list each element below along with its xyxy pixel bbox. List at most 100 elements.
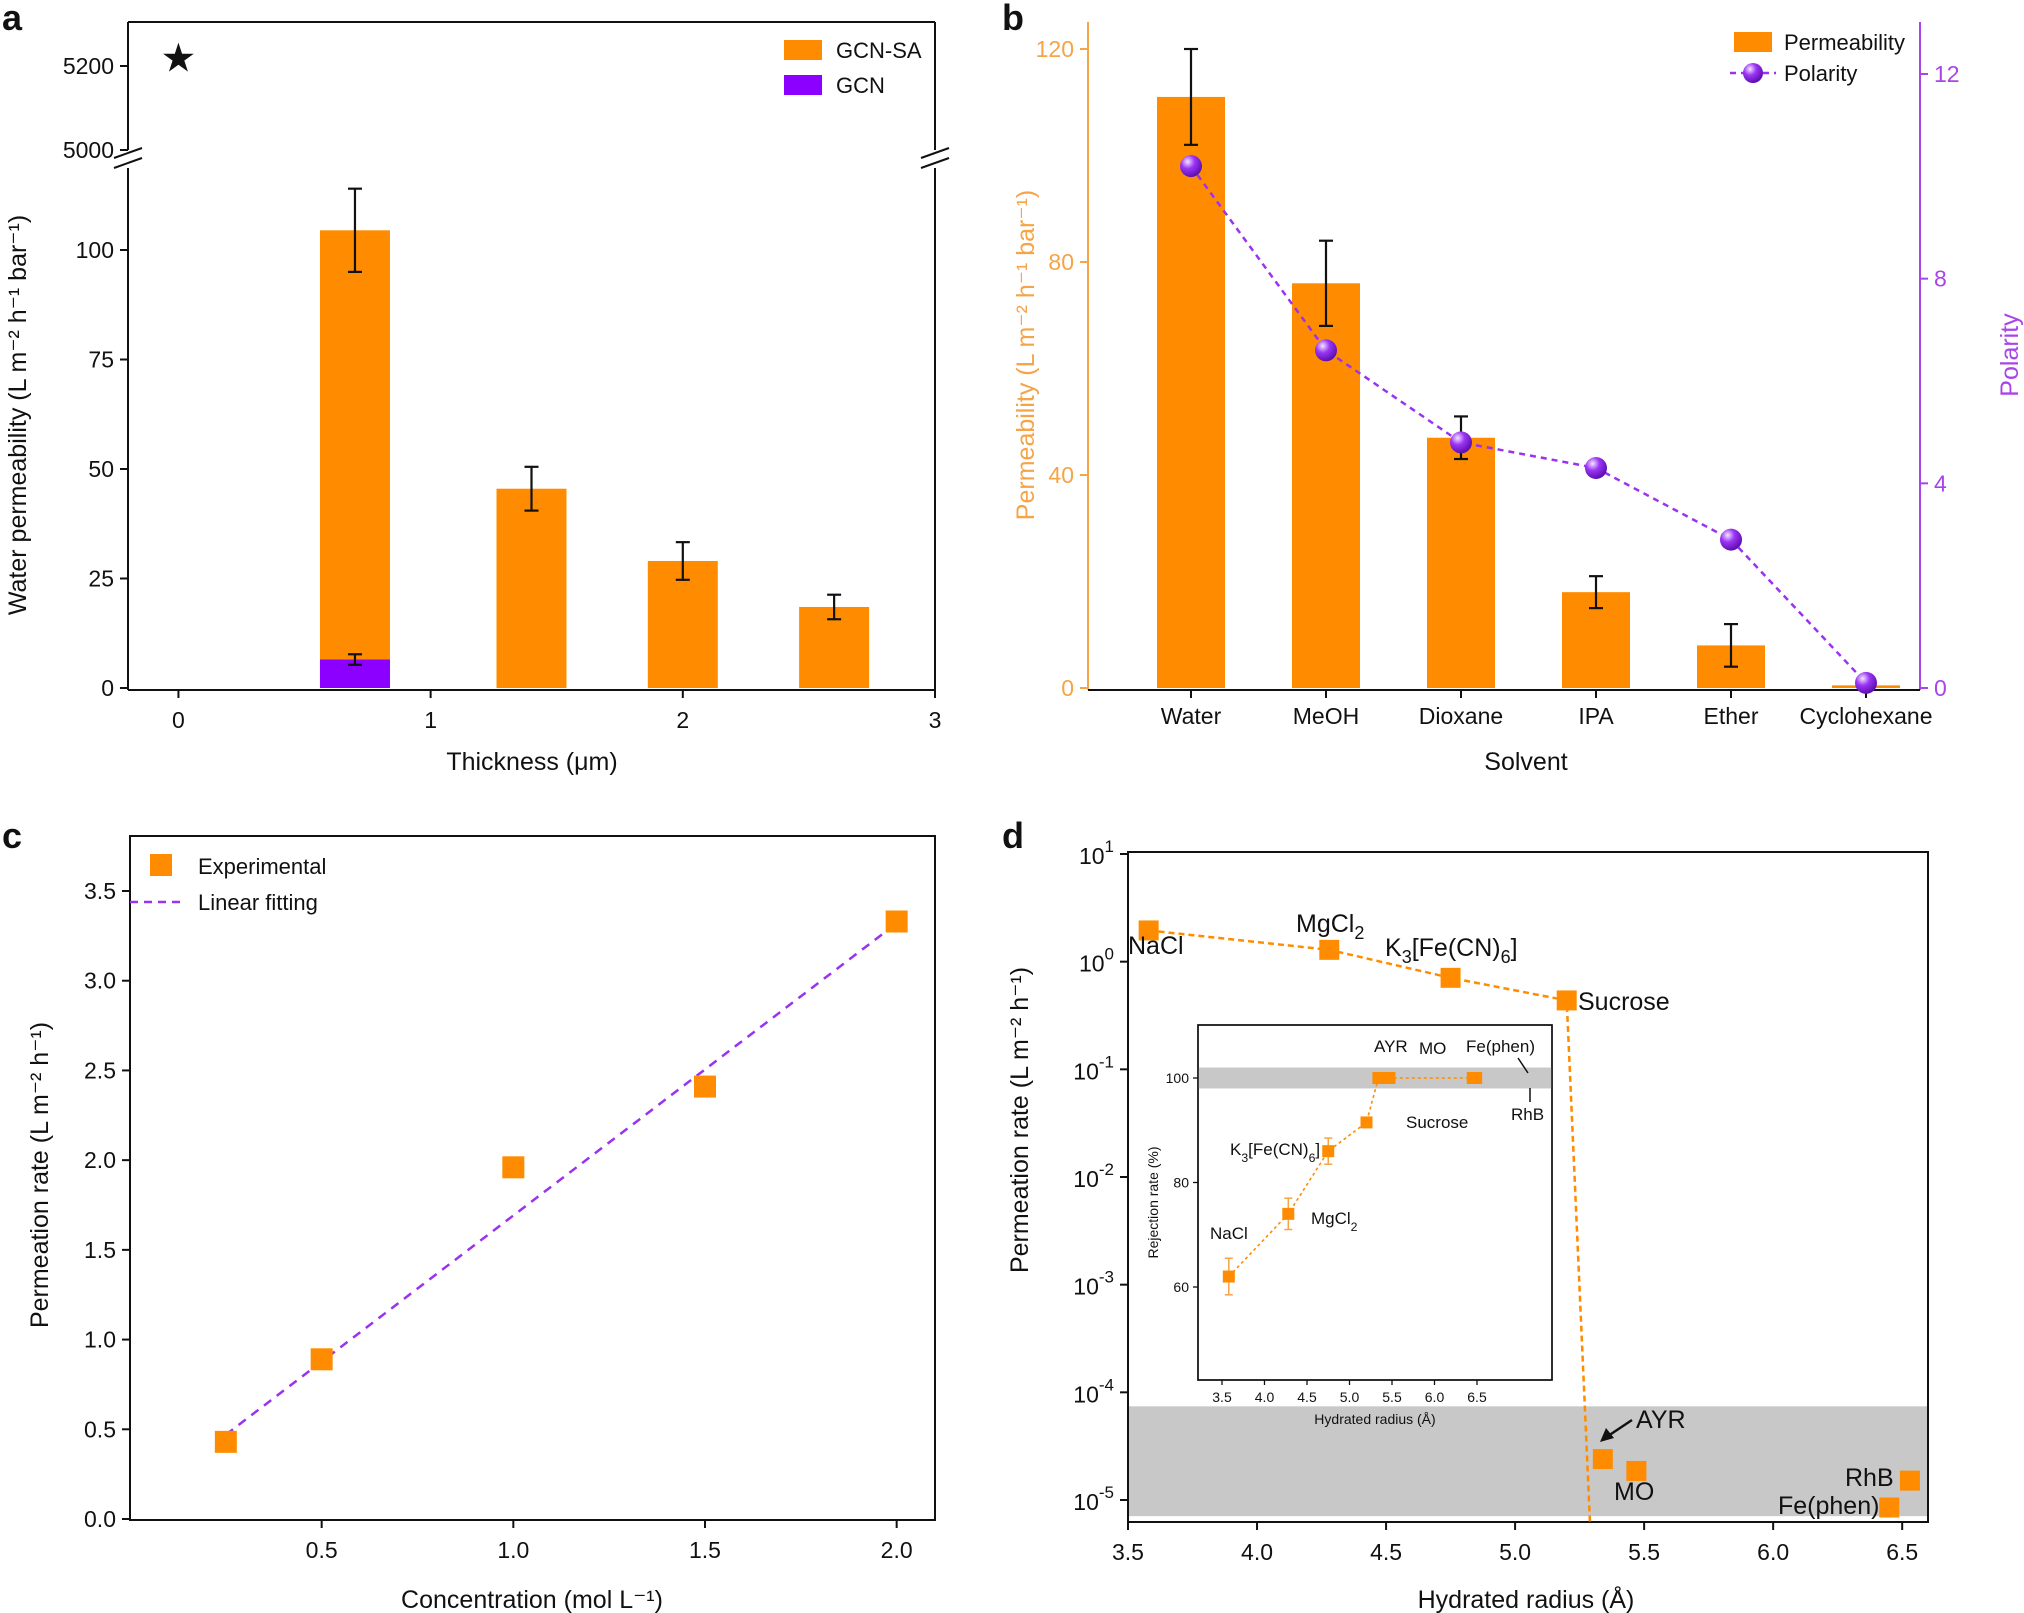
bar-permeability [1427, 437, 1495, 688]
legend-label-linear-fitting: Linear fitting [198, 890, 318, 915]
label-mgcl2-part: 2 [1354, 923, 1364, 943]
panel-d-xtick-label: 6.5 [1886, 1539, 1918, 1565]
label-k3fecn6-part: 6 [1501, 947, 1511, 967]
inset-label-k3fecn6-part: 6 [1309, 1151, 1316, 1165]
legend-label-polarity: Polarity [1784, 61, 1857, 86]
panel-d-ytick-label: 10-2 [1073, 1160, 1114, 1192]
panel-b-xtick-label: Cyclohexane [1800, 703, 1933, 729]
point-permeation [1138, 920, 1159, 941]
panel-d-letter: d [1002, 815, 1024, 856]
ytick-base: 10 [1079, 951, 1105, 977]
ytick-base: 10 [1073, 1058, 1099, 1084]
panel-b-xlabel: Solvent [1484, 748, 1567, 776]
panel-a-ytick-label: 25 [88, 566, 114, 592]
panel-c: c 0.5 1.0 1.5 2.0 0.0 0.5 1.0 1.5 2.0 2.5 3.0 3.5 E… [2, 815, 936, 1613]
panel-a-ytick-label: 0 [101, 675, 114, 701]
panel-d-ytick-label: 10-1 [1073, 1052, 1114, 1084]
panel-d-ytick-label: 10-5 [1073, 1483, 1114, 1515]
inset-xtick-label: 6.0 [1425, 1389, 1445, 1405]
inset-xtick-label: 3.5 [1212, 1389, 1232, 1405]
inset-label-mgcl2-part: 2 [1351, 1220, 1358, 1234]
panel-a-ylabel: Water permeability (L m⁻² h⁻¹ bar⁻¹) [4, 215, 32, 615]
panel-a-xtick-label: 0 [172, 707, 185, 733]
inset-point [1322, 1145, 1335, 1158]
panel-a-axis-break-mark [920, 157, 950, 169]
panel-b-right-ytick-label: 4 [1934, 470, 1947, 496]
panel-b-xtick-label: MeOH [1293, 703, 1359, 729]
panel-c-xtick-label: 1.0 [497, 1537, 529, 1563]
bar-gcn-sa [799, 606, 870, 688]
point-experimental [694, 1075, 716, 1098]
panel-b-xtick-label: Dioxane [1419, 703, 1503, 729]
panel-d-ytick-label: 10-3 [1073, 1268, 1114, 1300]
inset-label-mgcl2: MgCl2 [1311, 1209, 1358, 1234]
panel-c-ytick-label: 3.0 [84, 968, 116, 994]
inset-label-mgcl2-part: MgCl [1311, 1209, 1351, 1228]
label-k3fecn6-part: 3 [1402, 947, 1412, 967]
label-rhb: RhB [1845, 1464, 1894, 1492]
inset-xtick-label: 5.0 [1340, 1389, 1360, 1405]
label-fe-phen: Fe(phen) [1778, 1492, 1879, 1520]
ytick-exponent: -2 [1099, 1160, 1114, 1179]
panel-d-xtick-label: 5.0 [1499, 1539, 1531, 1565]
panel-b-right-ytick-label: 12 [1934, 61, 1960, 87]
panel-a-ytick-label: 100 [76, 237, 114, 263]
inset-ytick-label: 60 [1173, 1279, 1189, 1295]
panel-a: a 0 25 50 75 100 5000 5200 0 1 2 3 ★ GCN-SA GCN Th… [2, 0, 950, 776]
point-permeation [1626, 1460, 1647, 1481]
point-permeation [1319, 939, 1340, 960]
panel-b-left-ytick-label: 40 [1048, 462, 1074, 488]
star-marker-icon: ★ [161, 37, 197, 81]
label-mo: MO [1614, 1478, 1654, 1506]
panel-c-ytick-label: 3.5 [84, 878, 116, 904]
panel-d-xtick-label: 4.0 [1241, 1539, 1273, 1565]
arrow-ayr-head [1600, 1428, 1614, 1442]
inset-xtick-label: 6.5 [1467, 1389, 1487, 1405]
ytick-base: 10 [1073, 1489, 1099, 1515]
inset-label-nacl: NaCl [1210, 1224, 1248, 1243]
panel-c-ytick-label: 2.5 [84, 1057, 116, 1083]
ytick-base: 10 [1073, 1166, 1099, 1192]
panel-d-xtick-label: 4.5 [1370, 1539, 1402, 1565]
panel-c-ytick-label: 1.0 [84, 1327, 116, 1353]
inset-point [1466, 1072, 1479, 1084]
panel-c-ytick-label: 0.0 [84, 1506, 116, 1532]
panel-d-xtick-label: 3.5 [1112, 1539, 1144, 1565]
panel-c-xlabel: Concentration (mol L⁻¹) [401, 1586, 663, 1613]
ytick-base: 10 [1079, 843, 1105, 869]
label-k3fecn6-part: ] [1511, 934, 1518, 962]
panel-c-frame [129, 835, 936, 1521]
panel-d-xtick-label: 5.5 [1628, 1539, 1660, 1565]
inset-label-k3fecn6: K3[Fe(CN)6] [1230, 1140, 1320, 1165]
inset-label-k3fecn6-part: [Fe(CN) [1248, 1140, 1308, 1159]
panel-a-ytick-label: 50 [88, 456, 114, 482]
panel-b-letter: b [1002, 0, 1024, 38]
inset-xlabel: Hydrated radius (Å) [1314, 1411, 1435, 1427]
panel-d-frame [1127, 851, 1929, 1523]
inset-ytick-label: 80 [1173, 1175, 1189, 1191]
panel-b-plot: 0 40 80 120 0 4 8 12 Water MeOH Dioxane IPA Ether Cyc… [1036, 22, 1960, 729]
inset-label-k3fecn6-part: K [1230, 1140, 1242, 1159]
panel-b: b 0 40 80 120 0 4 8 12 Water MeOH Dioxane IPA Ether C… [1002, 0, 2024, 776]
bar-gcn-sa [647, 560, 718, 688]
panel-a-xtick-label: 1 [424, 707, 437, 733]
inset-xtick-label: 4.0 [1255, 1389, 1275, 1405]
point-polarity [1180, 155, 1202, 178]
panel-a-xlabel: Thickness (μm) [446, 748, 617, 776]
series-line-permeation [1148, 929, 1592, 1522]
panel-d-plot: 3.5 4.0 4.5 5.0 5.5 6.0 6.510-510-410-310-210-… [1073, 837, 1929, 1565]
ytick-exponent: -1 [1099, 1052, 1114, 1071]
inset-ylabel: Rejection rate (%) [1145, 1146, 1161, 1258]
panel-b-left-ytick-label: 80 [1048, 249, 1074, 275]
label-nacl: NaCl [1128, 932, 1184, 960]
ytick-exponent: 1 [1105, 837, 1114, 856]
panel-a-bars [319, 187, 870, 689]
shaded-band-rejection-region [1128, 1406, 1928, 1517]
panel-a-axis-break-mark [113, 147, 143, 159]
point-permeation [1879, 1497, 1900, 1518]
panel-c-xtick-label: 2.0 [881, 1537, 913, 1563]
point-experimental [885, 910, 908, 933]
panel-c-ylabel: Permeation rate (L m⁻² h⁻¹) [26, 1022, 54, 1328]
panel-c-xtick-label: 0.5 [306, 1537, 338, 1563]
ytick-exponent: 0 [1105, 945, 1114, 964]
